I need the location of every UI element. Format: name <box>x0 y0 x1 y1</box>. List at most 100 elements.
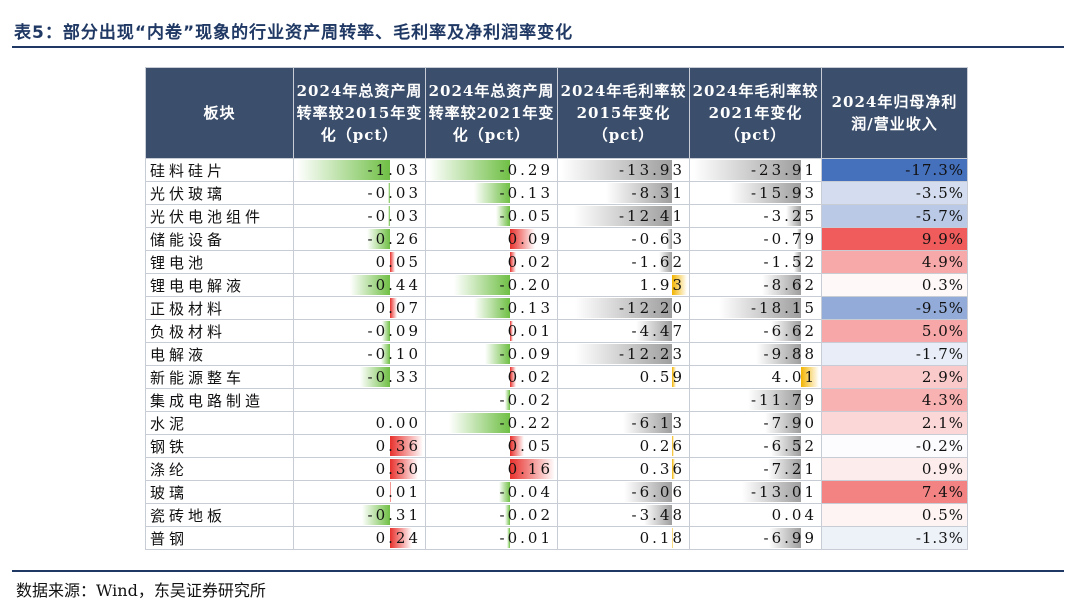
data-bar <box>362 505 391 525</box>
net-margin-cell: -1.3% <box>821 526 968 550</box>
data-bar <box>504 390 511 410</box>
data-bar <box>504 505 511 525</box>
footer-divider <box>12 570 1064 572</box>
value-cell-col1: 0.01 <box>293 480 426 504</box>
value-cell-col2: 0.05 <box>425 434 558 458</box>
value-cell-col1: 0.00 <box>293 411 426 435</box>
net-margin-cell: 0.5% <box>821 503 968 527</box>
data-bar <box>387 183 391 203</box>
sector-name: 玻璃 <box>145 480 294 504</box>
value-cell-col1: 0.05 <box>293 250 426 274</box>
value-text: -0.79 <box>763 230 817 248</box>
data-bar <box>794 252 801 272</box>
value-cell-col3: -4.47 <box>557 319 690 343</box>
value-cell-col3: -6.13 <box>557 411 690 435</box>
table-row: 负极材料 -0.09 0.01 -4.47 -6.62 5.0% <box>145 319 968 343</box>
value-text: -7.21 <box>763 460 817 478</box>
data-bar <box>768 459 801 479</box>
data-bar <box>786 206 801 226</box>
net-margin-cell: -5.7% <box>821 204 968 228</box>
sector-name: 钢铁 <box>145 434 294 458</box>
value-text: 0.05 <box>507 437 553 455</box>
data-bar <box>666 229 672 249</box>
data-bar <box>771 321 801 341</box>
sector-name: 涤纶 <box>145 457 294 481</box>
value-cell-col4: -6.52 <box>689 434 822 458</box>
industry-table: 板块 2024年总资产周转率较2015年变化（pct） 2024年总资产周转率较… <box>145 67 968 550</box>
data-bar <box>382 321 391 341</box>
data-bar <box>742 482 801 502</box>
sector-name: 光伏电池组件 <box>145 204 294 228</box>
value-cell-col3: -12.41 <box>557 204 690 228</box>
data-bar <box>561 160 672 180</box>
data-bar <box>671 275 687 295</box>
net-margin-cell: 4.3% <box>821 388 968 412</box>
header-margin-2021: 2024年毛利率较2021年变化（pct） <box>689 67 822 159</box>
value-cell-col1: -0.33 <box>293 365 426 389</box>
data-bar <box>623 482 672 502</box>
value-text: 0.07 <box>375 299 421 317</box>
table-row: 涤纶 0.30 0.16 0.36 -7.21 0.9% <box>145 457 968 481</box>
value-cell-col2: -0.05 <box>425 204 558 228</box>
value-cell-col4: -8.62 <box>689 273 822 297</box>
data-bar <box>350 275 391 295</box>
data-bar <box>454 275 511 295</box>
data-bar <box>797 229 801 249</box>
value-text: -0.29 <box>499 161 553 179</box>
value-text: 0.05 <box>375 253 421 271</box>
value-text: -1.03 <box>367 161 421 179</box>
value-cell-col4: -7.90 <box>689 411 822 435</box>
table-row: 电解液 -0.10 -0.09 -12.23 -9.88 -1.7% <box>145 342 968 366</box>
value-cell-col3: -1.62 <box>557 250 690 274</box>
sector-name: 锂电电解液 <box>145 273 294 297</box>
value-text: -0.02 <box>499 391 553 409</box>
data-bar <box>473 298 511 318</box>
data-bar <box>644 505 672 525</box>
value-text: 0.36 <box>639 460 685 478</box>
net-margin-cell: 2.1% <box>821 411 968 435</box>
value-cell-col4: -7.21 <box>689 457 822 481</box>
value-text: -0.10 <box>367 345 421 363</box>
value-text: -0.26 <box>367 230 421 248</box>
value-cell-col3: 0.59 <box>557 365 690 389</box>
value-text: 0.04 <box>771 506 817 524</box>
value-cell-col3: 1.93 <box>557 273 690 297</box>
table-row: 光伏电池组件 -0.03 -0.05 -12.41 -3.25 -5.7% <box>145 204 968 228</box>
data-bar <box>658 252 672 272</box>
data-bar <box>381 344 391 364</box>
data-bar <box>473 183 511 203</box>
value-cell-col3: 0.18 <box>557 526 690 550</box>
value-text: -6.52 <box>763 437 817 455</box>
net-margin-cell: 0.3% <box>821 273 968 297</box>
value-text: -0.03 <box>367 184 421 202</box>
value-text: -0.04 <box>499 483 553 501</box>
value-text: 0.02 <box>507 368 553 386</box>
data-bar <box>756 344 801 364</box>
data-bar <box>671 436 674 456</box>
table-row: 钢铁 0.36 0.05 0.26 -6.52 -0.2% <box>145 434 968 458</box>
data-bar <box>573 206 672 226</box>
header-turnover-2015: 2024年总资产周转率较2015年变化（pct） <box>293 67 426 159</box>
data-bar <box>448 413 511 433</box>
data-bar <box>800 367 819 387</box>
value-text: -8.31 <box>631 184 685 202</box>
value-text: -18.15 <box>750 299 817 317</box>
value-cell-col2: -0.02 <box>425 388 558 412</box>
value-text: 1.93 <box>639 276 685 294</box>
net-margin-cell: 9.9% <box>821 227 968 251</box>
table-row: 集成电路制造 -0.02 -11.79 4.3% <box>145 388 968 412</box>
data-bar <box>507 528 511 548</box>
value-cell-col4: -0.79 <box>689 227 822 251</box>
data-bar <box>429 160 511 180</box>
value-cell-col1: -0.10 <box>293 342 426 366</box>
table-row: 新能源整车 -0.33 0.02 0.59 4.01 2.9% <box>145 365 968 389</box>
sector-name: 光伏玻璃 <box>145 181 294 205</box>
value-text: -13.01 <box>750 483 817 501</box>
value-cell-col3: -6.06 <box>557 480 690 504</box>
data-bar <box>762 275 801 295</box>
data-bar <box>574 344 672 364</box>
value-text: 0.59 <box>639 368 685 386</box>
value-cell-col4: 4.01 <box>689 365 822 389</box>
data-bar <box>297 160 391 180</box>
net-margin-cell: 7.4% <box>821 480 968 504</box>
